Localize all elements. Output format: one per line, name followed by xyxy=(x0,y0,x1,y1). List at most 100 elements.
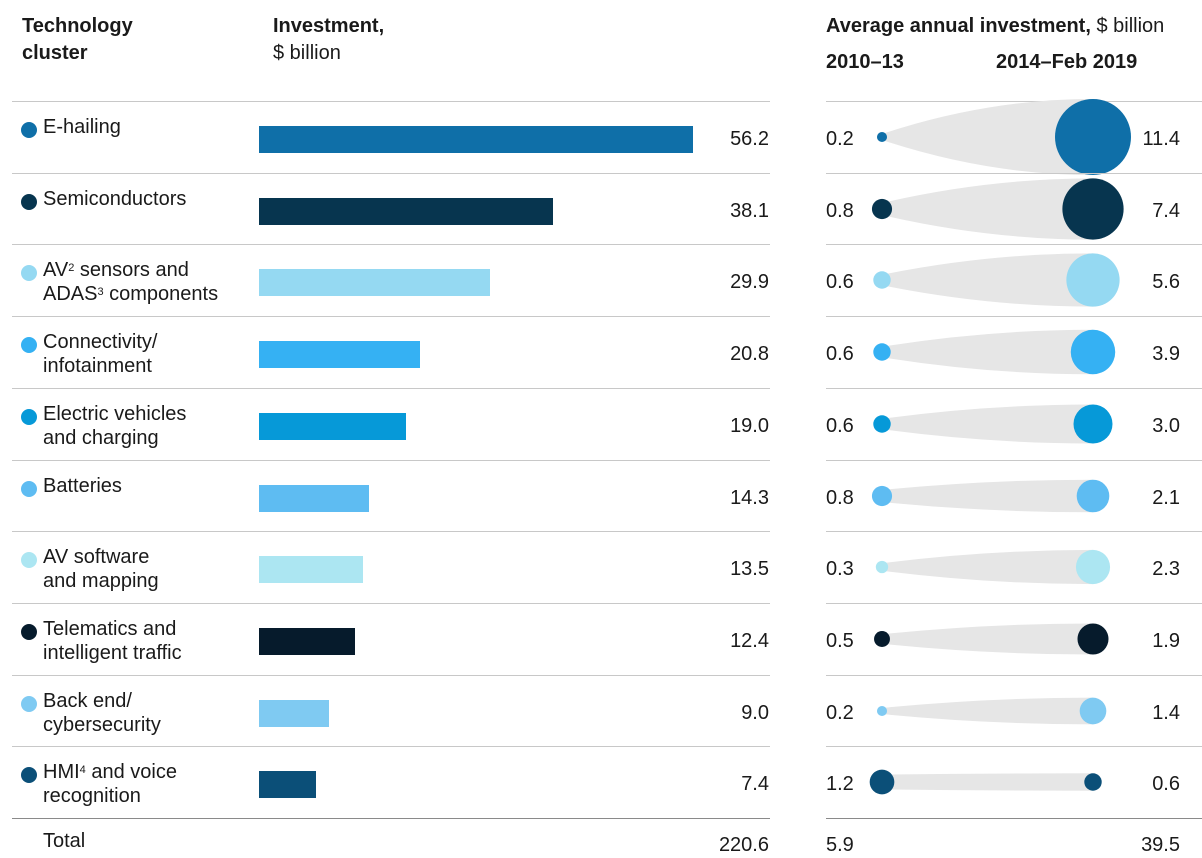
cluster-label: Semiconductors xyxy=(43,187,187,210)
avg-header-unit: $ billion xyxy=(1096,15,1165,37)
cluster-header-line2: cluster xyxy=(22,42,88,64)
total-divider-left xyxy=(12,818,770,819)
row-divider-right xyxy=(826,674,1202,676)
legend-dot xyxy=(21,408,37,425)
row-divider-left xyxy=(12,746,770,748)
bubble-transition xyxy=(873,329,1116,375)
investment-header: Investment, $ billion xyxy=(273,13,384,67)
total-label: Total xyxy=(43,830,86,852)
period2-value: 11.4 xyxy=(1142,128,1180,150)
period2-bubble xyxy=(1070,329,1116,375)
legend-dot xyxy=(21,122,37,138)
legend-dot xyxy=(21,695,37,712)
avg-header-title: Average annual investment, xyxy=(826,15,1091,37)
legend-dot xyxy=(21,337,37,354)
cluster-label: HMI4 and voice recognition xyxy=(43,761,177,808)
cluster-label: Batteries xyxy=(43,474,122,497)
bubble-transition xyxy=(869,769,1102,795)
row-divider-right xyxy=(826,244,1202,246)
investment-bar xyxy=(259,126,693,153)
cluster-label: Back end/cybersecurity xyxy=(43,689,161,736)
period1-value: 0.8 xyxy=(826,486,854,509)
period1-bubble xyxy=(876,705,888,716)
investment-bar xyxy=(259,556,364,584)
period2-value: 3.9 xyxy=(1152,343,1180,366)
period1-header: 2010–13 xyxy=(826,51,904,73)
transition-shape xyxy=(882,623,1093,655)
total-period2: 39.5 xyxy=(1141,834,1180,856)
chart-row: AV2 sensors and ADAS3 components 29.9 0.6… xyxy=(0,244,1202,316)
legend-dot xyxy=(21,480,37,497)
period1-value: 0.6 xyxy=(826,343,854,366)
investment-value: 56.2 xyxy=(730,128,769,150)
period1-value: 0.6 xyxy=(826,414,854,437)
period1-value: 0.6 xyxy=(826,271,854,294)
period1-bubble xyxy=(869,769,895,795)
period1-bubble xyxy=(871,198,893,219)
investment-value: 14.3 xyxy=(730,486,769,509)
chart-row: Telematics and intelligent traffic 12.4 0… xyxy=(0,603,1202,675)
period2-bubble xyxy=(1073,404,1113,444)
period1-bubble xyxy=(871,485,893,506)
investment-bar xyxy=(259,771,317,799)
period1-value: 0.3 xyxy=(826,558,854,581)
transition-shape xyxy=(882,253,1093,308)
chart-row: HMI4 and voice recognition 7.4 1.2 0.6 xyxy=(0,746,1202,818)
period1-bubble xyxy=(873,343,891,361)
legend-dot xyxy=(21,552,37,569)
transition-shape xyxy=(882,404,1093,444)
investment-bar xyxy=(259,197,554,225)
period2-bubble xyxy=(1066,253,1120,308)
chart-row: Electric vehicles and charging 19.0 0.6 3… xyxy=(0,388,1202,460)
investment-bar xyxy=(259,699,329,727)
bubble-transition xyxy=(876,697,1107,724)
investment-value: 12.4 xyxy=(730,629,769,652)
investment-value: 20.8 xyxy=(730,343,769,366)
period1-bubble xyxy=(874,630,890,647)
bubble-transition xyxy=(871,479,1110,512)
row-divider-left xyxy=(12,101,770,102)
total-period1: 5.9 xyxy=(826,834,854,856)
chart-row: Batteries 14.3 0.8 2.1 xyxy=(0,460,1202,532)
period1-value: 0.2 xyxy=(826,128,854,150)
row-divider-right xyxy=(826,316,1202,318)
period2-value: 1.9 xyxy=(1152,629,1180,652)
transition-shape xyxy=(882,329,1093,375)
investment-bar xyxy=(259,269,490,297)
legend-dot xyxy=(21,193,37,210)
period2-bubble xyxy=(1077,623,1109,655)
chart-row: AV software and mapping 13.5 0.3 2.3 xyxy=(0,531,1202,603)
bubble-transition xyxy=(873,404,1113,444)
cluster-label: AV2 sensors and ADAS3 components xyxy=(43,259,219,306)
period1-value: 0.2 xyxy=(826,701,854,724)
row-divider-left xyxy=(12,316,770,318)
chart-row: Connectivity/infotainment 20.8 0.6 3.9 xyxy=(0,316,1202,388)
total-divider-right xyxy=(826,818,1202,819)
period2-value: 2.1 xyxy=(1152,486,1180,509)
cluster-header-line1: Technology xyxy=(22,15,133,37)
avg-header: Average annual investment, $ billion xyxy=(826,13,1164,40)
chart-row: Back end/cybersecurity 9.0 0.2 1.4 xyxy=(0,675,1202,747)
chart-row: E-hailing 56.2 0.2 11.4 xyxy=(0,99,1202,175)
row-divider-right xyxy=(826,746,1202,748)
total-investment: 220.6 xyxy=(718,834,769,856)
cluster-label: Connectivity/infotainment xyxy=(43,331,158,378)
period2-value: 7.4 xyxy=(1152,199,1180,222)
investment-value: 19.0 xyxy=(730,414,769,437)
cluster-label: E-hailing xyxy=(43,116,121,138)
row-divider-left xyxy=(12,531,770,533)
row-divider-left xyxy=(12,674,770,676)
investment-value: 9.0 xyxy=(741,701,769,724)
chart-row: Semiconductors 38.1 0.8 7.4 xyxy=(0,173,1202,245)
legend-dot xyxy=(21,623,37,640)
period1-bubble xyxy=(873,415,891,433)
investment-header-title: Investment, xyxy=(273,15,385,37)
investment-value: 38.1 xyxy=(730,199,769,222)
period1-value: 0.8 xyxy=(826,199,854,222)
row-divider-left xyxy=(12,387,770,389)
investment-bar xyxy=(259,341,420,369)
cluster-label: Electric vehicles and charging xyxy=(43,402,187,449)
transition-shape xyxy=(882,773,1093,792)
period1-bubble xyxy=(875,561,889,574)
period2-bubble xyxy=(1079,697,1107,724)
